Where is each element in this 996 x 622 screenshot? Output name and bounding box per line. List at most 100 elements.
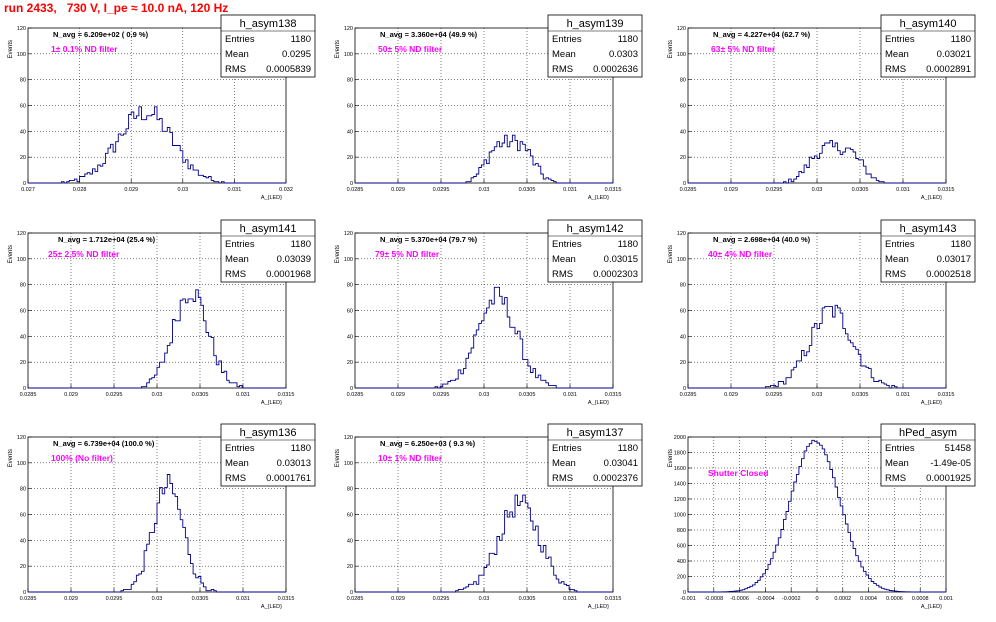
mean-label: Mean — [552, 254, 576, 265]
navg-label: N_avg = 6.250e+03 ( 9.3 %) — [380, 439, 476, 448]
histogram-name: hPed_asym — [899, 427, 957, 439]
rms-label: RMS — [885, 269, 906, 280]
x-tick-label: 0.0008 — [912, 596, 929, 602]
x-tick-label: 0.028 — [73, 187, 87, 193]
y-axis-label: Events — [8, 40, 14, 58]
rms-label: RMS — [552, 64, 573, 75]
plot-frame — [687, 232, 947, 389]
y-tick-label: 1400 — [674, 482, 686, 488]
mean-value: 0.03015 — [604, 254, 638, 265]
y-tick-label: 120 — [344, 435, 353, 441]
x-tick-label: 0.0004 — [860, 596, 877, 602]
y-tick-label: 80 — [20, 78, 26, 84]
page-title: run 2433, 730 V, I_pe ≈ 10.0 nA, 120 Hz — [4, 1, 229, 15]
plot-frame — [27, 27, 287, 184]
entries-label: Entries — [885, 34, 915, 45]
y-tick-label: 20 — [347, 564, 353, 570]
mean-label: Mean — [552, 458, 576, 469]
y-tick-label: 0 — [683, 181, 686, 187]
entries-value: 1180 — [291, 34, 311, 45]
histogram-name: h_asym142 — [567, 223, 624, 235]
mean-label: Mean — [885, 254, 909, 265]
y-axis-label: Events — [8, 449, 14, 467]
y-tick-label: 60 — [347, 513, 353, 519]
mean-value: 0.0303 — [609, 49, 638, 60]
navg-label: N_avg = 2.698e+04 (40.0 %) — [713, 235, 811, 244]
x-tick-label: 0.0285 — [680, 187, 697, 193]
mean-value: 0.03041 — [604, 458, 638, 469]
y-tick-label: 100 — [17, 52, 26, 58]
y-axis-label: Events — [335, 40, 341, 58]
x-axis-label: A_{LED} — [588, 604, 609, 610]
y-tick-label: 40 — [347, 334, 353, 340]
plot-frame — [354, 436, 614, 593]
rms-value: 0.0002891 — [926, 64, 971, 75]
x-tick-label: 0.0305 — [192, 596, 209, 602]
y-tick-label: 120 — [344, 231, 353, 237]
histogram-panel-h_asym143: 0.0285 0.029 0.0295 0.03 0.0305 0.031 0.0315 0 2… — [668, 219, 976, 406]
y-tick-label: 40 — [20, 538, 26, 544]
histogram-name: h_asym136 — [240, 427, 297, 439]
y-tick-label: 40 — [20, 129, 26, 135]
plot-frame — [27, 232, 287, 389]
y-tick-label: 400 — [677, 559, 686, 565]
histogram-name: h_asym141 — [240, 223, 297, 235]
plot-frame — [27, 436, 287, 593]
histogram-name: h_asym140 — [900, 18, 957, 30]
histogram-panel-h_asym137: 0.0285 0.029 0.0295 0.03 0.0305 0.031 0.0315 0 2… — [335, 423, 643, 610]
x-tick-label: 0.0285 — [20, 596, 37, 602]
filter-label: 1± 0.1% ND filter — [51, 44, 118, 54]
navg-label: N_avg = 4.227e+04 (62.7 %) — [713, 30, 811, 39]
entries-value: 1180 — [291, 239, 311, 250]
filter-label: 25± 2.5% ND filter — [48, 249, 120, 259]
y-tick-label: 40 — [347, 538, 353, 544]
y-tick-label: 60 — [20, 309, 26, 315]
y-tick-label: 40 — [680, 334, 686, 340]
x-tick-label: 0.0305 — [519, 187, 536, 193]
x-tick-label: 0.0315 — [605, 392, 622, 398]
y-axis-label: Events — [8, 245, 14, 263]
x-tick-label: 0.03 — [812, 392, 823, 398]
x-tick-label: 0.03 — [479, 187, 490, 193]
mean-label: Mean — [225, 254, 249, 265]
stats-box — [880, 219, 976, 283]
x-tick-label: 0.031 — [896, 392, 910, 398]
entries-value: 1180 — [291, 443, 311, 454]
x-tick-label: 0.0285 — [347, 596, 364, 602]
rms-label: RMS — [552, 269, 573, 280]
stats-box — [880, 14, 976, 78]
y-tick-label: 0 — [683, 590, 686, 596]
filter-label: 100% (No filter) — [51, 453, 113, 463]
y-tick-label: 60 — [347, 309, 353, 315]
y-tick-label: 60 — [20, 513, 26, 519]
y-tick-label: 100 — [344, 461, 353, 467]
navg-label: N_avg = 5.370e+04 (79.7 %) — [380, 235, 478, 244]
y-tick-label: 20 — [20, 564, 26, 570]
x-axis-label: A_{LED} — [921, 604, 942, 610]
x-tick-label: 0.0305 — [852, 392, 869, 398]
x-tick-label: 0.0285 — [347, 187, 364, 193]
x-tick-label: 0.0295 — [433, 392, 450, 398]
rms-label: RMS — [225, 64, 246, 75]
x-tick-label: 0.029 — [724, 392, 738, 398]
y-tick-label: 0 — [23, 181, 26, 187]
x-tick-label: 0.001 — [939, 596, 953, 602]
x-tick-label: 0 — [815, 596, 818, 602]
navg-label: N_avg = 3.360e+04 (49.9 %) — [380, 30, 478, 39]
y-tick-label: 80 — [347, 283, 353, 289]
filter-label: 50± 5% ND filter — [378, 44, 443, 54]
y-tick-label: 80 — [20, 283, 26, 289]
entries-value: 1180 — [618, 34, 638, 45]
x-tick-label: 0.03 — [177, 187, 188, 193]
x-tick-label: 0.0295 — [106, 596, 123, 602]
x-tick-label: 0.0305 — [852, 187, 869, 193]
x-tick-label: 0.0285 — [680, 392, 697, 398]
y-tick-label: 40 — [347, 129, 353, 135]
y-tick-label: 120 — [17, 26, 26, 32]
rms-label: RMS — [885, 64, 906, 75]
filter-label: 63± 5% ND filter — [711, 44, 776, 54]
entries-label: Entries — [225, 34, 255, 45]
stats-box — [547, 219, 643, 283]
y-tick-label: 80 — [347, 78, 353, 84]
